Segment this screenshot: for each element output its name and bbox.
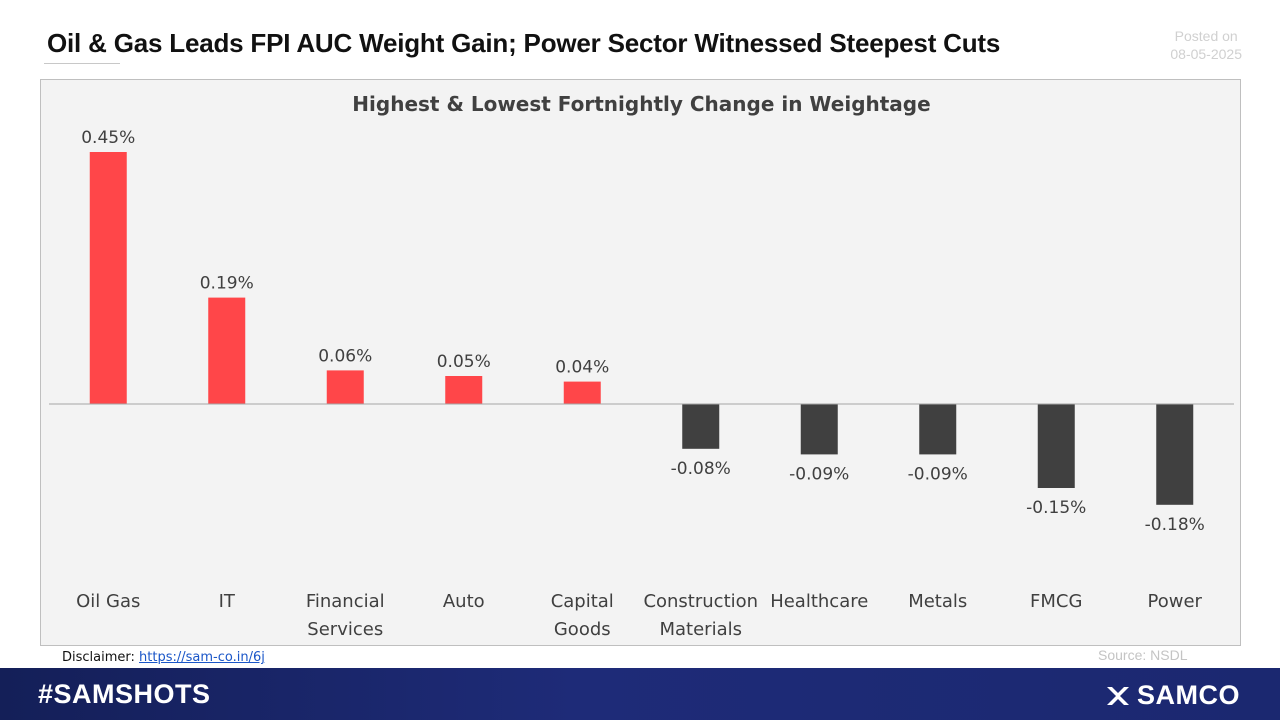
category-label-1-0: IT [219, 591, 236, 612]
bar-0 [89, 152, 127, 404]
posted-date: 08-05-2025 [1170, 46, 1242, 62]
data-label-3: 0.05% [437, 352, 491, 372]
category-label-4-0: Capital [551, 591, 614, 612]
category-label-6-0: Healthcare [770, 591, 868, 612]
data-label-0: 0.45% [81, 128, 135, 148]
data-label-7: -0.09% [908, 464, 968, 484]
hashtag-label: #SAMSHOTS [38, 679, 211, 709]
category-label-2-0: Financial [306, 591, 385, 612]
category-label-5-1: Materials [659, 619, 742, 640]
category-label-2-1: Services [307, 619, 383, 640]
category-label-0-0: Oil Gas [76, 591, 140, 612]
samco-mark-icon [1107, 686, 1129, 705]
bar-7 [919, 404, 957, 455]
title-underline [44, 63, 120, 64]
chart-panel: Highest & Lowest Fortnightly Change in W… [40, 79, 1241, 646]
data-label-4: 0.04% [555, 358, 609, 378]
data-label-5: -0.08% [671, 459, 731, 479]
bar-5 [682, 404, 720, 449]
bar-3 [445, 376, 483, 404]
category-label-7-0: Metals [908, 591, 967, 612]
data-label-6: -0.09% [789, 464, 849, 484]
bar-6 [800, 404, 838, 455]
bar-1 [208, 297, 246, 404]
category-label-9-0: Power [1148, 591, 1203, 612]
disclaimer-link[interactable]: https://sam-co.in/6j [139, 650, 265, 665]
category-label-3-0: Auto [443, 591, 485, 612]
bar-chart: Highest & Lowest Fortnightly Change in W… [49, 92, 1234, 640]
category-label-4-1: Goods [554, 619, 611, 640]
bar-9 [1156, 404, 1194, 505]
bar-8 [1037, 404, 1075, 488]
data-label-2: 0.06% [318, 346, 372, 366]
posted-label: Posted on [1174, 28, 1238, 44]
brand-logo: SAMCO [1105, 680, 1240, 711]
data-label-1: 0.19% [200, 274, 254, 294]
footer-banner: #SAMSHOTS SAMCO [0, 668, 1280, 720]
bar-2 [326, 370, 364, 404]
disclaimer: Disclaimer: https://sam-co.in/6j [62, 650, 265, 665]
brand-name: SAMCO [1137, 680, 1240, 710]
page-title: Oil & Gas Leads FPI AUC Weight Gain; Pow… [47, 28, 1001, 58]
data-label-8: -0.15% [1026, 498, 1086, 518]
data-label-9: -0.18% [1145, 515, 1205, 535]
category-label-8-0: FMCG [1030, 591, 1082, 612]
posted-date-block: Posted on 08-05-2025 [1170, 27, 1242, 63]
bar-4 [563, 381, 601, 404]
source-note: Source: NSDL [1098, 647, 1188, 663]
chart-title: Highest & Lowest Fortnightly Change in W… [352, 92, 930, 116]
category-label-5-0: Construction [643, 591, 758, 612]
disclaimer-label: Disclaimer: [62, 650, 135, 665]
